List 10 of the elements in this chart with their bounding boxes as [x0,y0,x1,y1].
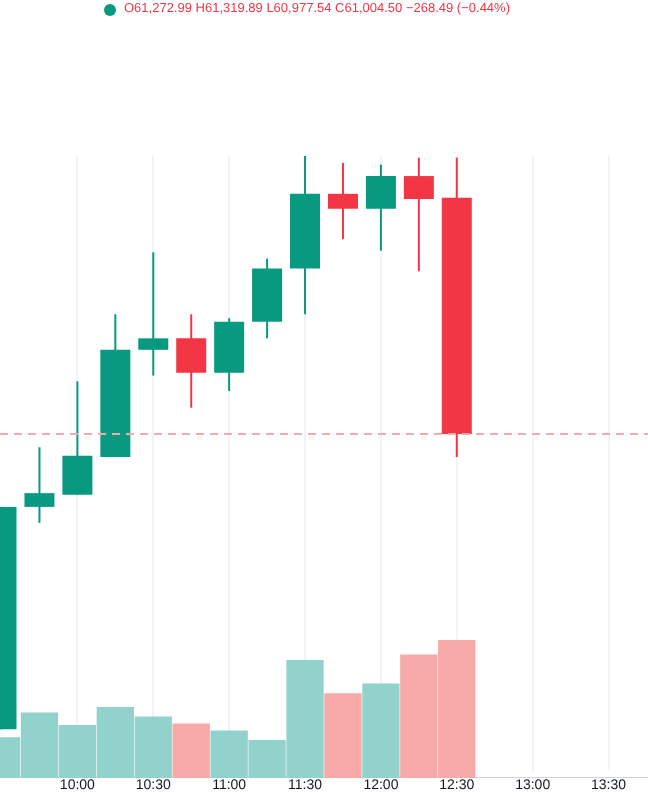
candlestick [24,446,55,524]
candlestick [365,163,396,252]
candlestick [62,380,93,496]
bar [172,723,210,778]
bar [324,693,362,778]
candlestick [403,156,434,273]
candlestick [327,161,358,241]
candlestick [138,251,169,377]
candlestick [176,313,207,409]
bar [362,683,400,778]
